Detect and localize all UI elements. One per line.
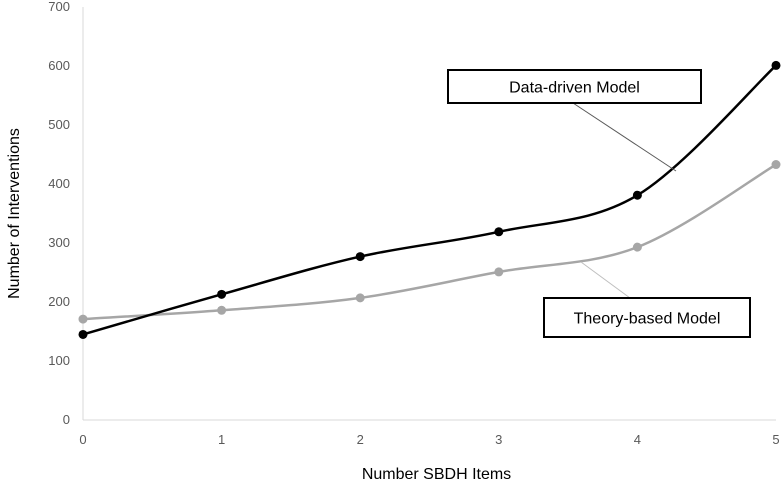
x-tick-label: 5 <box>772 432 779 447</box>
x-tick-label: 3 <box>495 432 502 447</box>
callout-leader-line <box>572 102 677 172</box>
x-axis-title: Number SBDH Items <box>362 466 511 483</box>
data-point <box>771 160 781 170</box>
callout-0: Data-driven Model <box>447 69 702 172</box>
y-tick-label: 500 <box>48 117 70 132</box>
y-tick-label: 0 <box>63 412 70 427</box>
data-point <box>217 305 227 315</box>
callout-1: Theory-based Model <box>543 261 751 338</box>
callout-leader-line <box>580 261 631 299</box>
callout-box <box>447 69 702 104</box>
series-layer <box>78 60 781 339</box>
callout-label: Theory-based Model <box>574 311 721 328</box>
data-point <box>494 227 504 237</box>
x-tick-label: 4 <box>634 432 641 447</box>
y-axis-title: Number of Interventions <box>6 128 23 299</box>
y-axis-ticks: 0 100 200 300 400 500 600 700 <box>48 0 70 427</box>
data-point <box>217 289 227 299</box>
x-axis-ticks: 0 1 2 3 4 5 <box>79 432 779 447</box>
data-point <box>771 60 781 70</box>
y-tick-label: 300 <box>48 235 70 250</box>
y-tick-label: 100 <box>48 353 70 368</box>
series-line <box>82 163 777 321</box>
y-tick-label: 200 <box>48 294 70 309</box>
data-point <box>78 314 88 324</box>
data-point <box>78 329 88 339</box>
data-point <box>355 252 365 262</box>
callout-box <box>543 297 751 338</box>
data-point <box>632 190 642 200</box>
data-point <box>632 242 642 252</box>
y-tick-label: 700 <box>48 0 70 14</box>
data-point <box>494 267 504 277</box>
series-line <box>82 64 777 336</box>
callout-label: Data-driven Model <box>509 80 640 97</box>
y-tick-label: 600 <box>48 58 70 73</box>
series-1 <box>78 160 781 324</box>
x-tick-label: 1 <box>218 432 225 447</box>
x-tick-label: 2 <box>357 432 364 447</box>
x-tick-label: 0 <box>79 432 86 447</box>
data-point <box>355 293 365 303</box>
series-0 <box>78 60 781 339</box>
callout-layer: Data-driven Model Theory-based Model <box>447 69 751 338</box>
y-tick-label: 400 <box>48 176 70 191</box>
